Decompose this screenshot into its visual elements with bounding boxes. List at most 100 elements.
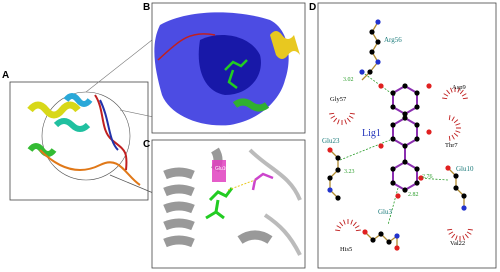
atom bbox=[367, 69, 373, 75]
loop bbox=[157, 33, 216, 61]
residue-label: Glu3 bbox=[378, 208, 393, 216]
atom bbox=[378, 143, 384, 149]
atom bbox=[414, 90, 420, 96]
residue-label: Thr7 bbox=[445, 142, 458, 149]
panel-label: B bbox=[143, 2, 150, 13]
panel-label: A bbox=[2, 70, 9, 81]
lash bbox=[442, 87, 468, 100]
distance-label: 2.76 bbox=[422, 174, 433, 180]
residue-label: Glu10 bbox=[456, 165, 474, 173]
atom bbox=[394, 233, 400, 239]
atom bbox=[414, 136, 420, 142]
loop bbox=[248, 148, 302, 256]
distance-label: 3.02 bbox=[343, 77, 354, 83]
atom bbox=[335, 155, 341, 161]
residue-label: Asp9 bbox=[452, 84, 466, 91]
helix bbox=[27, 143, 57, 157]
atom bbox=[414, 104, 420, 110]
atom bbox=[402, 159, 408, 165]
ligand bbox=[224, 59, 248, 89]
atom bbox=[426, 129, 432, 135]
hydrophobic-contacts bbox=[329, 87, 473, 241]
atoms bbox=[327, 19, 467, 251]
atom bbox=[362, 229, 368, 235]
atom bbox=[445, 165, 451, 171]
atom bbox=[418, 175, 424, 181]
ligand bbox=[205, 187, 234, 220]
hydrophobic-arc bbox=[447, 228, 473, 241]
hydrophobic-arc bbox=[335, 219, 361, 232]
h-bond bbox=[227, 179, 256, 191]
atom bbox=[390, 122, 396, 128]
atom bbox=[395, 193, 401, 199]
residue bbox=[251, 172, 274, 191]
ligand-label: Lig1 bbox=[362, 128, 381, 139]
residue-label: Glu10 bbox=[215, 166, 229, 172]
atom bbox=[370, 237, 376, 243]
atom bbox=[327, 147, 333, 153]
atom bbox=[369, 29, 375, 35]
atom bbox=[390, 136, 396, 142]
atom bbox=[402, 83, 408, 89]
atom bbox=[327, 175, 333, 181]
atom bbox=[402, 187, 408, 193]
residue-label: Gly57 bbox=[330, 96, 347, 103]
lash bbox=[335, 219, 361, 232]
panel-a: A bbox=[2, 39, 231, 201]
atom bbox=[386, 239, 392, 245]
atom bbox=[426, 83, 432, 89]
lash bbox=[329, 112, 355, 125]
atom bbox=[390, 166, 396, 172]
helix bbox=[27, 101, 81, 119]
hydrophobic-arc bbox=[442, 87, 468, 100]
atom bbox=[369, 49, 375, 55]
panel-b: B bbox=[143, 2, 306, 134]
residue-label: Glu23 bbox=[322, 137, 340, 145]
atom bbox=[402, 111, 408, 117]
atom bbox=[390, 104, 396, 110]
panel-d: D Arg56 3.02 Asp9 Gly57 Lig1 Glu23 Thr7 … bbox=[309, 2, 497, 269]
hydrophobic-arc bbox=[329, 112, 355, 125]
panel-label: D bbox=[309, 2, 316, 13]
residue-surface bbox=[212, 160, 226, 182]
atom bbox=[394, 245, 400, 251]
atom bbox=[414, 122, 420, 128]
panel-frame bbox=[317, 2, 497, 269]
atom bbox=[390, 90, 396, 96]
loop bbox=[99, 99, 119, 151]
helix bbox=[232, 98, 270, 112]
helix bbox=[270, 31, 300, 59]
atom bbox=[414, 166, 420, 172]
arrow bbox=[109, 174, 159, 196]
distance-label: 2.82 bbox=[408, 192, 419, 198]
atom bbox=[378, 231, 384, 237]
atom bbox=[359, 69, 365, 75]
atom bbox=[390, 180, 396, 186]
atom bbox=[327, 187, 333, 193]
lash bbox=[447, 228, 473, 241]
panel-label: C bbox=[143, 139, 150, 150]
residue-label: Val22 bbox=[450, 240, 465, 247]
atom bbox=[402, 115, 408, 121]
atom bbox=[375, 59, 381, 65]
atom bbox=[402, 143, 408, 149]
atom bbox=[461, 205, 467, 211]
zoom-line bbox=[85, 39, 153, 93]
hydrophobic-arc bbox=[448, 115, 461, 141]
atom bbox=[335, 195, 341, 201]
atom bbox=[453, 185, 459, 191]
helix bbox=[53, 118, 91, 132]
helix bbox=[63, 93, 93, 107]
atom bbox=[335, 167, 341, 173]
atom bbox=[375, 39, 381, 45]
atom bbox=[461, 193, 467, 199]
residue-label: His5 bbox=[340, 246, 352, 253]
lash bbox=[448, 115, 461, 141]
atom bbox=[414, 180, 420, 186]
atom bbox=[378, 83, 384, 89]
distance-label: 3.23 bbox=[344, 169, 355, 175]
panel-c: Glu10 C bbox=[143, 139, 306, 269]
atom bbox=[375, 19, 381, 25]
helices bbox=[163, 147, 273, 248]
